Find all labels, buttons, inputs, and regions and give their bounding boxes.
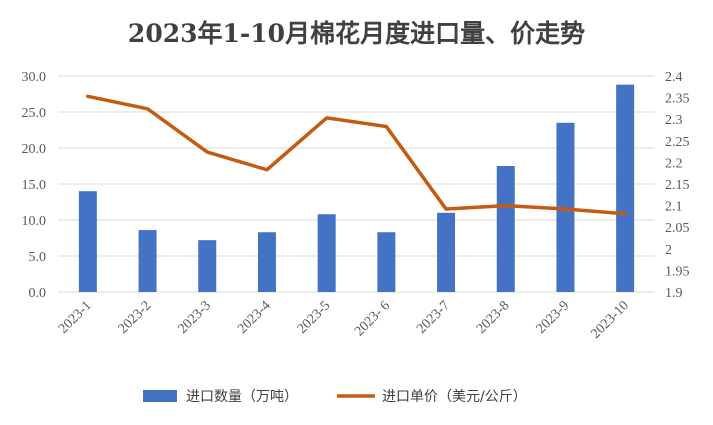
left-y-axis: 0.0 5.0 10.0 15.0 20.0 25.0 30.0 (22, 70, 47, 301)
legend-swatch-bars (143, 390, 177, 402)
right-tick-label: 2 (665, 243, 672, 258)
x-tick-label: 2023-5 (295, 298, 334, 337)
right-tick-label: 2.25 (665, 135, 690, 150)
right-tick-label: 2.4 (665, 70, 683, 85)
right-tick-label: 1.9 (665, 286, 683, 301)
left-tick-label: 20.0 (22, 142, 47, 157)
line-series (86, 94, 627, 216)
x-tick-label: 2023-4 (235, 298, 274, 337)
right-y-axis: 1.9 1.95 2 2.05 2.1 2.15 2.2 2.25 2.3 2.35 2.4 (665, 70, 690, 301)
bar (437, 212, 456, 292)
chart-title: 2023年1-10月棉花月度进口量、价走势 (127, 19, 586, 48)
x-axis: 2023-1 2023-2 2023-3 2023-4 2023-5 2023- 6 202… (56, 298, 632, 342)
x-tick-label: 2023-9 (534, 298, 573, 337)
left-tick-label: 30.0 (22, 70, 47, 85)
x-tick-label: 2023-10 (588, 298, 632, 342)
left-tick-label: 15.0 (22, 178, 47, 193)
legend-label-line: 进口单价（美元/公斤） (382, 389, 527, 405)
bar (496, 166, 515, 292)
x-tick-label: 2023- 6 (352, 298, 393, 339)
price-line (86, 94, 627, 216)
left-tick-label: 25.0 (22, 106, 47, 121)
left-tick-label: 0.0 (29, 286, 47, 301)
legend: 进口数量（万吨） 进口单价（美元/公斤） (143, 389, 527, 405)
left-tick-label: 5.0 (29, 250, 47, 265)
right-tick-label: 2.15 (665, 178, 690, 193)
bar (377, 232, 396, 292)
bar (257, 232, 276, 292)
x-tick-label: 2023-8 (474, 298, 513, 337)
x-tick-label: 2023-7 (414, 298, 453, 337)
legend-label-bars: 进口数量（万吨） (186, 389, 298, 405)
right-tick-label: 2.35 (665, 92, 690, 107)
grid-lines (58, 75, 655, 293)
bar-series (78, 84, 635, 292)
bar (616, 84, 635, 292)
bar (78, 191, 97, 292)
right-tick-label: 2.05 (665, 221, 690, 236)
x-tick-label: 2023-1 (56, 298, 95, 337)
right-tick-label: 2.2 (665, 156, 683, 171)
bar (138, 230, 157, 292)
left-tick-label: 10.0 (22, 214, 47, 229)
x-tick-label: 2023-3 (175, 298, 214, 337)
right-tick-label: 2.3 (665, 113, 683, 128)
bar (317, 214, 336, 292)
right-tick-label: 1.95 (665, 264, 690, 279)
right-tick-label: 2.1 (665, 200, 683, 215)
bar (198, 240, 217, 292)
x-tick-label: 2023-2 (116, 298, 155, 337)
